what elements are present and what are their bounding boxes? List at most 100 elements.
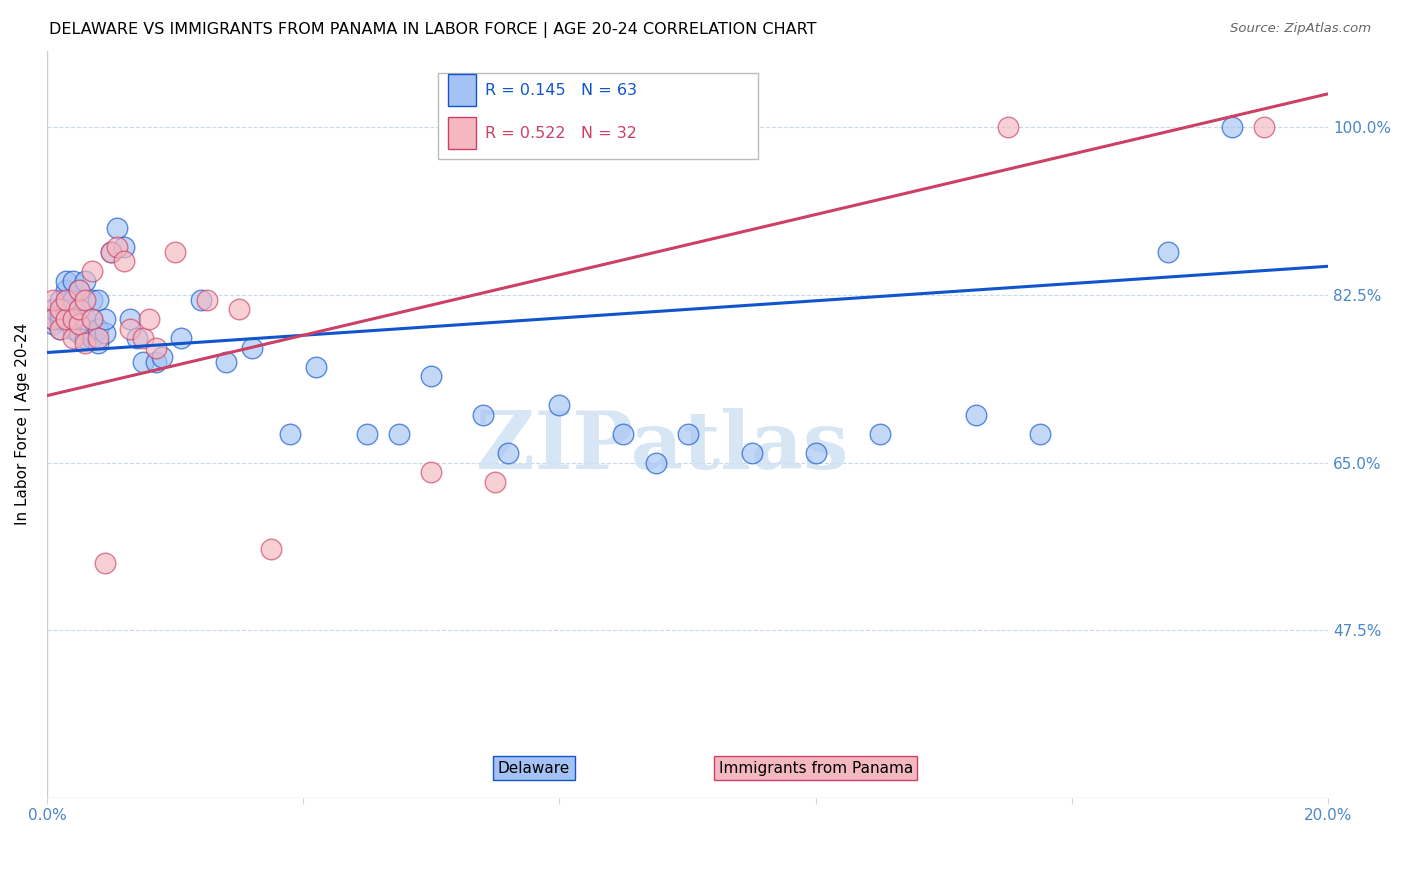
- Text: ZIPatlas: ZIPatlas: [475, 408, 848, 486]
- Point: [87, 331, 110, 345]
- Point: [42, 293, 65, 307]
- Point: [100, 244, 122, 259]
- Point: [869, 426, 891, 441]
- Text: DELAWARE VS IMMIGRANTS FROM PANAMA IN LABOR FORCE | AGE 20-24 CORRELATION CHART: DELAWARE VS IMMIGRANTS FROM PANAMA IN LA…: [49, 22, 817, 38]
- Point: [741, 446, 763, 460]
- Point: [62, 312, 84, 326]
- Point: [240, 341, 263, 355]
- Point: [80, 293, 103, 307]
- Point: [107, 240, 129, 254]
- Point: [548, 398, 571, 412]
- Point: [75, 312, 97, 326]
- Point: [150, 351, 173, 365]
- Point: [132, 355, 155, 369]
- Point: [280, 426, 302, 441]
- Point: [75, 331, 97, 345]
- Point: [55, 312, 77, 326]
- Point: [62, 312, 84, 326]
- Point: [215, 355, 238, 369]
- Point: [93, 557, 115, 571]
- Point: [112, 254, 135, 268]
- Point: [112, 240, 135, 254]
- Point: [49, 321, 72, 335]
- Point: [804, 446, 827, 460]
- Point: [55, 283, 77, 297]
- Point: [49, 302, 72, 317]
- Point: [305, 359, 328, 374]
- Point: [165, 244, 187, 259]
- Point: [80, 312, 103, 326]
- Point: [80, 264, 103, 278]
- Point: [75, 335, 97, 350]
- Text: Immigrants from Panama: Immigrants from Panama: [718, 761, 912, 776]
- Point: [49, 293, 72, 307]
- Point: [1220, 120, 1243, 135]
- Point: [42, 317, 65, 331]
- Point: [87, 293, 110, 307]
- Point: [120, 312, 142, 326]
- Point: [67, 317, 90, 331]
- Point: [195, 293, 218, 307]
- Text: Delaware: Delaware: [498, 761, 569, 776]
- Point: [42, 302, 65, 317]
- Point: [138, 312, 160, 326]
- Point: [125, 331, 148, 345]
- Point: [170, 331, 193, 345]
- Point: [55, 293, 77, 307]
- Point: [67, 312, 90, 326]
- Point: [997, 120, 1019, 135]
- Point: [80, 312, 103, 326]
- Point: [49, 312, 72, 326]
- Point: [49, 307, 72, 321]
- Point: [62, 331, 84, 345]
- Point: [93, 326, 115, 341]
- Point: [1157, 244, 1180, 259]
- Point: [965, 408, 987, 422]
- Point: [67, 317, 90, 331]
- Point: [93, 312, 115, 326]
- Point: [496, 446, 519, 460]
- Text: R = 0.522   N = 32: R = 0.522 N = 32: [485, 126, 637, 141]
- Point: [62, 293, 84, 307]
- Point: [120, 321, 142, 335]
- Point: [145, 355, 167, 369]
- Point: [75, 293, 97, 307]
- Point: [612, 426, 634, 441]
- Point: [55, 274, 77, 288]
- Point: [67, 283, 90, 297]
- Point: [356, 426, 378, 441]
- Point: [55, 312, 77, 326]
- Point: [75, 321, 97, 335]
- Point: [62, 274, 84, 288]
- Point: [49, 321, 72, 335]
- Point: [67, 302, 90, 317]
- FancyBboxPatch shape: [449, 74, 477, 106]
- Point: [42, 312, 65, 326]
- Point: [100, 244, 122, 259]
- Point: [676, 426, 699, 441]
- FancyBboxPatch shape: [449, 118, 477, 149]
- Point: [107, 221, 129, 235]
- Point: [132, 331, 155, 345]
- Point: [87, 335, 110, 350]
- Point: [87, 321, 110, 335]
- Point: [644, 456, 666, 470]
- Point: [67, 302, 90, 317]
- Y-axis label: In Labor Force | Age 20-24: In Labor Force | Age 20-24: [15, 323, 31, 525]
- Point: [1029, 426, 1052, 441]
- Point: [190, 293, 212, 307]
- Point: [471, 408, 494, 422]
- Point: [228, 302, 250, 317]
- Point: [55, 302, 77, 317]
- Point: [1253, 120, 1275, 135]
- Point: [388, 426, 411, 441]
- Point: [75, 274, 97, 288]
- Point: [67, 326, 90, 341]
- Point: [420, 465, 443, 479]
- Point: [55, 293, 77, 307]
- Point: [420, 369, 443, 384]
- Point: [62, 321, 84, 335]
- Point: [260, 541, 283, 556]
- Point: [42, 312, 65, 326]
- Point: [67, 283, 90, 297]
